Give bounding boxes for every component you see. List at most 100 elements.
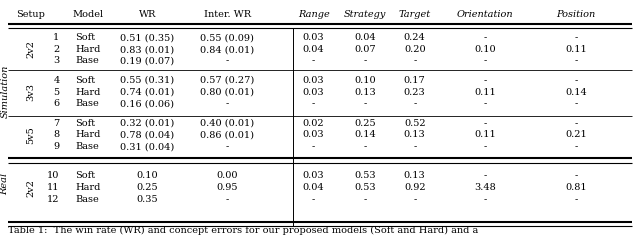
Text: Real: Real: [1, 173, 10, 195]
Text: 0.13: 0.13: [404, 171, 426, 180]
Text: 0.13: 0.13: [354, 88, 376, 97]
Text: -: -: [413, 56, 417, 65]
Text: -: -: [483, 142, 487, 151]
Text: 0.07: 0.07: [354, 45, 376, 54]
Text: -: -: [483, 33, 487, 42]
Text: 0.40 (0.01): 0.40 (0.01): [200, 119, 254, 128]
Text: 3.48: 3.48: [474, 183, 496, 192]
Text: Target: Target: [399, 10, 431, 19]
Text: -: -: [574, 76, 578, 85]
Text: 0.03: 0.03: [303, 131, 324, 139]
Text: -: -: [574, 142, 578, 151]
Text: 0.03: 0.03: [303, 171, 324, 180]
Text: 5: 5: [53, 88, 60, 97]
Text: 0.25: 0.25: [354, 119, 376, 128]
Text: -: -: [483, 76, 487, 85]
Text: 0.35: 0.35: [136, 195, 158, 204]
Text: Simulation: Simulation: [1, 64, 10, 118]
Text: 10: 10: [47, 171, 60, 180]
Text: 0.53: 0.53: [354, 183, 376, 192]
Text: 0.51 (0.35): 0.51 (0.35): [120, 33, 174, 42]
Text: 0.11: 0.11: [474, 131, 496, 139]
Text: -: -: [363, 142, 367, 151]
Text: 0.11: 0.11: [565, 45, 587, 54]
Text: 0.25: 0.25: [136, 183, 158, 192]
Text: -: -: [483, 56, 487, 65]
Text: -: -: [363, 56, 367, 65]
Text: 0.80 (0.01): 0.80 (0.01): [200, 88, 254, 97]
Text: 0.92: 0.92: [404, 183, 426, 192]
Text: -: -: [413, 99, 417, 108]
Text: 0.03: 0.03: [303, 76, 324, 85]
Text: 12: 12: [47, 195, 60, 204]
Text: -: -: [363, 99, 367, 108]
Text: 0.19 (0.07): 0.19 (0.07): [120, 56, 174, 65]
Text: Hard: Hard: [76, 45, 101, 54]
Text: Hard: Hard: [76, 88, 101, 97]
Text: 0.00: 0.00: [216, 171, 238, 180]
Text: 0.04: 0.04: [303, 45, 324, 54]
Text: -: -: [225, 99, 229, 108]
Text: Table 1:  The win rate (WR) and concept errors for our proposed models (Soft and: Table 1: The win rate (WR) and concept e…: [8, 226, 478, 235]
Text: 0.10: 0.10: [474, 45, 496, 54]
Text: 0.31 (0.04): 0.31 (0.04): [120, 142, 174, 151]
Text: 0.04: 0.04: [303, 183, 324, 192]
Text: 0.78 (0.04): 0.78 (0.04): [120, 131, 174, 139]
Text: 0.14: 0.14: [565, 88, 587, 97]
Text: 5v5: 5v5: [26, 126, 35, 144]
Text: 0.17: 0.17: [404, 76, 426, 85]
Text: 2v2: 2v2: [26, 179, 35, 197]
Text: Model: Model: [73, 10, 104, 19]
Text: -: -: [225, 142, 229, 151]
Text: 1: 1: [53, 33, 60, 42]
Text: 0.03: 0.03: [303, 88, 324, 97]
Text: 0.86 (0.01): 0.86 (0.01): [200, 131, 254, 139]
Text: 0.53: 0.53: [354, 171, 376, 180]
Text: Base: Base: [76, 99, 99, 108]
Text: -: -: [312, 99, 316, 108]
Text: 0.03: 0.03: [303, 33, 324, 42]
Text: Base: Base: [76, 142, 99, 151]
Text: 0.10: 0.10: [354, 76, 376, 85]
Text: 7: 7: [53, 119, 60, 128]
Text: -: -: [574, 171, 578, 180]
Text: 0.74 (0.01): 0.74 (0.01): [120, 88, 174, 97]
Text: 0.83 (0.01): 0.83 (0.01): [120, 45, 174, 54]
Text: -: -: [574, 33, 578, 42]
Text: -: -: [413, 195, 417, 204]
Text: 0.04: 0.04: [354, 33, 376, 42]
Text: Soft: Soft: [76, 76, 95, 85]
Text: 0.24: 0.24: [404, 33, 426, 42]
Text: 0.14: 0.14: [354, 131, 376, 139]
Text: Soft: Soft: [76, 119, 95, 128]
Text: 0.23: 0.23: [404, 88, 426, 97]
Text: 0.95: 0.95: [216, 183, 238, 192]
Text: Soft: Soft: [76, 33, 95, 42]
Text: 0.84 (0.01): 0.84 (0.01): [200, 45, 254, 54]
Text: 0.16 (0.06): 0.16 (0.06): [120, 99, 174, 108]
Text: 3v3: 3v3: [26, 83, 35, 101]
Text: 0.55 (0.31): 0.55 (0.31): [120, 76, 174, 85]
Text: -: -: [225, 195, 229, 204]
Text: -: -: [574, 195, 578, 204]
Text: -: -: [483, 171, 487, 180]
Text: Orientation: Orientation: [457, 10, 513, 19]
Text: -: -: [483, 99, 487, 108]
Text: Strategy: Strategy: [344, 10, 386, 19]
Text: 0.13: 0.13: [404, 131, 426, 139]
Text: Position: Position: [556, 10, 596, 19]
Text: 0.10: 0.10: [136, 171, 158, 180]
Text: Soft: Soft: [76, 171, 95, 180]
Text: 2v2: 2v2: [26, 40, 35, 58]
Text: 0.11: 0.11: [474, 88, 496, 97]
Text: -: -: [225, 56, 229, 65]
Text: -: -: [312, 195, 316, 204]
Text: 4: 4: [53, 76, 60, 85]
Text: 2: 2: [53, 45, 60, 54]
Text: -: -: [574, 119, 578, 128]
Text: 0.81: 0.81: [565, 183, 587, 192]
Text: 0.32 (0.01): 0.32 (0.01): [120, 119, 174, 128]
Text: -: -: [574, 99, 578, 108]
Text: -: -: [363, 195, 367, 204]
Text: -: -: [574, 56, 578, 65]
